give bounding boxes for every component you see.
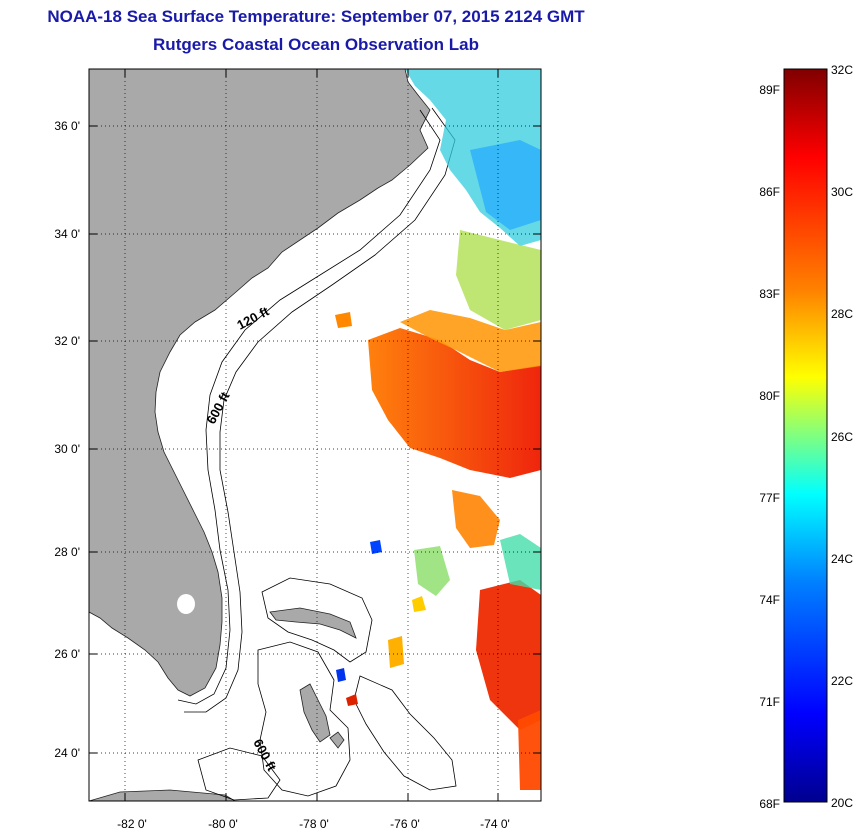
title-line-2: Rutgers Coastal Ocean Observation Lab xyxy=(153,35,479,54)
title-line-1: NOAA-18 Sea Surface Temperature: Septemb… xyxy=(47,7,585,26)
lon-label-82: -82 0' xyxy=(117,817,147,831)
colorbar-c-26: 26C xyxy=(831,430,853,444)
colorbar-f-89: 89F xyxy=(759,83,780,97)
lon-label-74: -74 0' xyxy=(480,817,510,831)
land-mainland xyxy=(89,69,431,697)
lon-label-76: -76 0' xyxy=(390,817,420,831)
lat-label-26: 26 0' xyxy=(54,647,80,661)
colorbar-f-77: 77F xyxy=(759,491,780,505)
contour-bahamas-1 xyxy=(261,577,373,663)
lat-label-34: 34 0' xyxy=(54,227,80,241)
map-grid xyxy=(89,69,541,801)
colorbar-c-30: 30C xyxy=(831,185,853,199)
colorbar-c-28: 28C xyxy=(831,307,853,321)
lat-label-32: 32 0' xyxy=(54,334,80,348)
map-ticks xyxy=(89,69,541,801)
lon-label-80: -80 0' xyxy=(208,817,238,831)
contour-bahamas-3 xyxy=(353,675,457,791)
colorbar xyxy=(783,68,828,803)
island-andros xyxy=(299,683,331,743)
colorbar-f-80: 80F xyxy=(759,389,780,403)
lat-label-24: 24 0' xyxy=(54,746,80,760)
contour-bahamas-2 xyxy=(257,641,351,797)
lat-label-36: 36 0' xyxy=(54,119,80,133)
lat-label-30: 30 0' xyxy=(54,442,80,456)
colorbar-c-32: 32C xyxy=(831,63,853,77)
colorbar-f-83: 83F xyxy=(759,287,780,301)
sst-patches-warm xyxy=(335,310,541,790)
colorbar-f-74: 74F xyxy=(759,593,780,607)
lon-label-78: -78 0' xyxy=(299,817,329,831)
contour-bahamas-4 xyxy=(197,747,281,801)
colorbar-c-24: 24C xyxy=(831,552,853,566)
contour-120ft xyxy=(177,109,441,705)
island-small xyxy=(329,731,345,749)
lat-label-28: 28 0' xyxy=(54,545,80,559)
colorbar-c-22: 22C xyxy=(831,674,853,688)
lake-okeechobee xyxy=(177,594,195,614)
island-grand-bahama xyxy=(269,607,357,639)
colorbar-f-71: 71F xyxy=(759,695,780,709)
colorbar-c-20: 20C xyxy=(831,796,853,810)
colorbar-f-68: 68F xyxy=(759,797,780,811)
sst-patches-cool xyxy=(336,69,541,682)
map-frame xyxy=(88,68,542,802)
colorbar-f-86: 86F xyxy=(759,185,780,199)
